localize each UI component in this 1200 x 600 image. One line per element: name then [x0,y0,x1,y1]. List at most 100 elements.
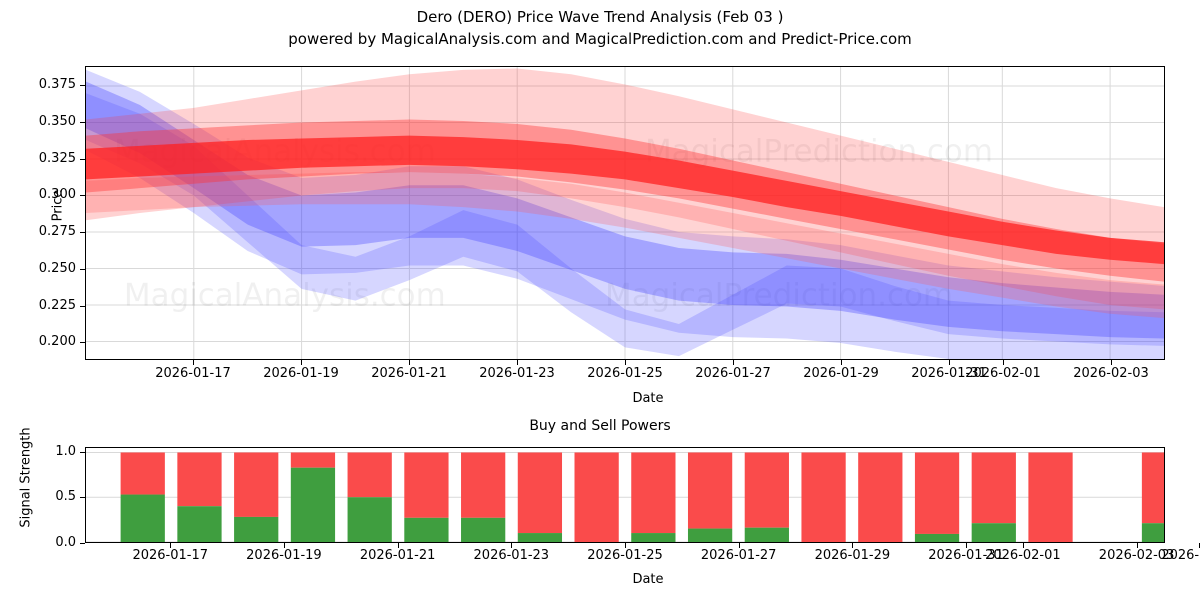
bottom-x-tick: 2026-01-23 [461,548,561,563]
sell-power-bar [291,452,335,467]
top-y-tick: 0.300 [20,187,76,202]
top-x-tick: 2026-02-03 [1061,366,1161,381]
buy-power-bar [234,517,278,542]
bottom-y-tickmark [80,543,85,544]
buy-sell-powers-title: Buy and Sell Powers [0,418,1200,434]
top-y-tickmark [80,159,85,160]
chart-page: Dero (DERO) Price Wave Trend Analysis (F… [0,0,1200,600]
top-x-tick: 2026-02-01 [953,366,1053,381]
top-y-tick: 0.275 [20,224,76,239]
bottom-x-tick: 2026-01-19 [234,548,334,563]
top-y-tick: 0.250 [20,261,76,276]
sell-power-bar [688,452,732,528]
buy-sell-svg [86,448,1164,542]
sell-power-bar [575,452,619,542]
buy-power-bar [177,506,221,542]
sell-power-bar [121,452,165,494]
bottom-y-axis-title: Signal Strength [19,408,34,548]
top-y-axis-title: Price [51,146,66,266]
buy-power-bar [121,495,165,542]
top-x-tick: 2026-01-17 [143,366,243,381]
top-x-tick: 2026-01-27 [683,366,783,381]
bottom-x-tick: 2026-02-01 [973,548,1073,563]
bottom-x-tick: 2026-01-25 [575,548,675,563]
top-x-tick: 2026-01-25 [575,366,675,381]
top-x-tickmark [409,360,410,365]
bottom-x-tick: 2026-01-29 [802,548,902,563]
buy-sell-powers-plot-area: MagicalPrediction.comMagicalAnalysis.com [85,447,1165,543]
buy-power-bar [631,533,675,542]
bottom-x-tick: 2026-01-17 [120,548,220,563]
sell-power-bar [177,452,221,506]
top-y-tick: 0.375 [20,77,76,92]
buy-power-bar [404,518,448,542]
sell-power-bar [631,452,675,533]
top-y-tick: 0.200 [20,334,76,349]
top-y-tickmark [80,195,85,196]
bottom-x-axis-title: Date [548,572,748,587]
top-y-tickmark [80,85,85,86]
top-x-tickmark [733,360,734,365]
bottom-x-tick: 2026-01-27 [689,548,789,563]
bottom-x-tickmark [1137,543,1138,548]
page-title: Dero (DERO) Price Wave Trend Analysis (F… [0,6,1200,28]
buy-power-bar [1142,523,1164,542]
page-subtitle: powered by MagicalAnalysis.com and Magic… [0,28,1200,50]
top-y-tick: 0.325 [20,151,76,166]
top-y-tickmark [80,122,85,123]
bottom-x-tickmark [625,543,626,548]
sell-power-bar [745,452,789,527]
sell-power-bar [348,452,392,497]
sell-power-bar [858,452,902,542]
bottom-x-tickmark [170,543,171,548]
buy-power-bar [461,518,505,542]
top-y-tickmark [80,306,85,307]
top-y-tickmark [80,232,85,233]
buy-power-bar [291,468,335,542]
price-wave-chart-plot-area: MagicalAnalysis.comMagicalPrediction.com… [85,66,1165,360]
top-x-tickmark [1111,360,1112,365]
sell-power-bar [1142,452,1164,523]
bottom-x-tickmark [284,543,285,548]
sell-power-bar [404,452,448,517]
top-y-tick: 0.350 [20,114,76,129]
top-x-tickmark [625,360,626,365]
top-x-tick: 2026-01-23 [467,366,567,381]
top-y-tick: 0.225 [20,298,76,313]
sell-power-bar [518,452,562,533]
top-x-tickmark [517,360,518,365]
sell-power-bar [801,452,845,542]
bottom-x-tickmark [966,543,967,548]
bottom-x-tick: 2026-01-21 [348,548,448,563]
bottom-x-tickmark [852,543,853,548]
top-x-tick: 2026-01-21 [359,366,459,381]
top-x-tickmark [193,360,194,365]
buy-power-bar [915,534,959,542]
buy-power-bar [745,528,789,542]
top-y-tickmark [80,342,85,343]
bottom-x-tickmark [511,543,512,548]
buy-power-bar [518,533,562,542]
top-x-tickmark [949,360,950,365]
sell-power-bar [915,452,959,533]
top-x-axis-title: Date [548,391,748,406]
top-x-tick: 2026-01-19 [251,366,351,381]
buy-power-bar [688,529,732,542]
price-wave-svg: MagicalAnalysis.comMagicalPrediction.com… [86,67,1164,359]
title-block: Dero (DERO) Price Wave Trend Analysis (F… [0,6,1200,50]
top-x-tickmark [841,360,842,365]
buy-power-bar [348,497,392,542]
sell-power-bar [234,452,278,516]
sell-power-bar [1028,452,1072,542]
bottom-bars [121,452,1164,542]
bottom-x-tickmark [398,543,399,548]
bottom-x-tick: 2026-02-05 [1149,548,1200,563]
sell-power-bar [972,452,1016,523]
top-y-tickmark [80,269,85,270]
top-x-tickmark [301,360,302,365]
sell-power-bar [461,452,505,517]
bottom-y-tickmark [80,452,85,453]
bottom-x-tickmark [739,543,740,548]
bottom-y-tickmark [80,497,85,498]
bottom-x-tickmark [1023,543,1024,548]
